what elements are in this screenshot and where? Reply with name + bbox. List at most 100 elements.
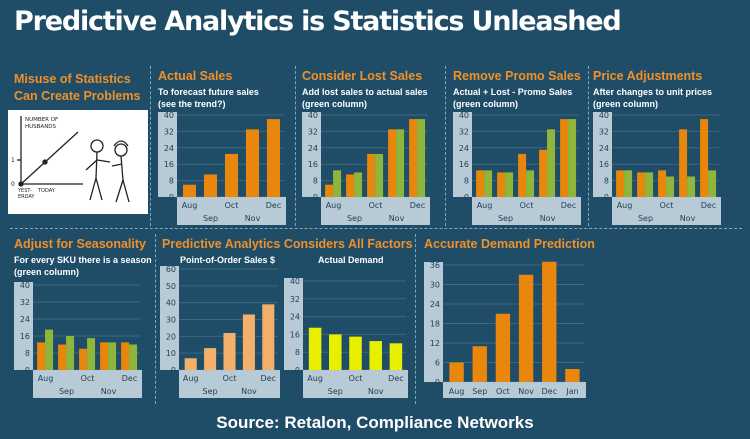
y-tick-label: 0 <box>313 193 318 202</box>
lost-sales-chart: 0 8 16 24 32 40 Aug Oct Dec Sep Nov <box>302 111 430 225</box>
x-tick-label: Jan <box>565 387 578 396</box>
y-tick-label: 32 <box>290 295 300 304</box>
bar <box>325 184 334 197</box>
bar <box>308 327 322 370</box>
y-tick-label: 8 <box>604 177 609 186</box>
x-tick-label: Oct <box>520 201 534 210</box>
x-tick-label: Dec <box>388 374 403 383</box>
actual-sales-title: Actual Sales <box>158 69 233 83</box>
bar <box>645 172 654 197</box>
bar <box>129 344 138 370</box>
bar <box>37 342 46 370</box>
y-tick-label: 40 <box>166 299 176 308</box>
actual-demand-label: Actual Demand <box>318 255 384 265</box>
y-tick-label: 32 <box>599 127 609 136</box>
y-tick-label: 50 <box>166 282 176 291</box>
bar <box>349 336 362 370</box>
y-tick-label: 32 <box>164 127 174 136</box>
price-sub2: (green column) <box>593 99 659 109</box>
bar <box>658 170 667 197</box>
column-divider <box>150 66 151 226</box>
y-tick-label: 0 <box>464 193 469 202</box>
comic-axis-label-2: HUSBANDS <box>25 124 57 130</box>
x-tick-label: Dec <box>122 374 137 383</box>
bar <box>565 369 580 382</box>
comic-tick-1: 1 <box>11 157 15 164</box>
x-tick-label: Sep <box>472 387 487 396</box>
x-axis-band <box>321 197 430 225</box>
y-tick-label: 16 <box>308 160 318 169</box>
y-tick-label: 10 <box>166 349 176 358</box>
lost-sales-sub1: Add lost sales to actual sales <box>302 87 428 97</box>
x-tick-label: Sep <box>203 214 218 223</box>
lost-sales-sub2: (green column) <box>302 99 368 109</box>
y-tick-label: 32 <box>459 127 469 136</box>
bar <box>375 153 384 197</box>
price-chart: 0 8 16 24 32 40 Aug Oct Dec Sep Nov <box>593 111 721 225</box>
x-tick-label: Nov <box>389 214 405 223</box>
actual-sales-sub2: (see the trend?) <box>158 99 226 109</box>
y-tick-label: 16 <box>459 160 469 169</box>
y-tick-label: 8 <box>464 177 469 186</box>
bar <box>518 274 534 382</box>
bar <box>223 332 236 370</box>
x-tick-label: Sep <box>328 387 343 396</box>
x-tick-label: Oct <box>223 374 237 383</box>
y-tick-label: 6 <box>435 359 440 368</box>
y-tick-label: 40 <box>20 281 30 290</box>
actual-demand-chart: 0 8 16 24 32 40 Aug Oct Dec Sep Nov <box>284 277 408 398</box>
x-tick-label: Oct <box>660 201 674 210</box>
x-tick-label: Dec <box>542 387 557 396</box>
x-tick-label: Nov <box>241 387 257 396</box>
y-tick-label: 24 <box>164 144 174 153</box>
y-tick-label: 24 <box>290 313 300 322</box>
x-axis-band <box>612 197 721 225</box>
y-axis-band <box>160 266 179 370</box>
comic-tick-0: 0 <box>11 181 15 188</box>
y-axis-band <box>453 112 472 197</box>
x-tick-label: Sep <box>498 214 513 223</box>
bar <box>449 362 464 382</box>
bar <box>539 149 548 197</box>
column-divider <box>588 66 589 226</box>
y-tick-label: 40 <box>459 111 469 120</box>
x-tick-label: Dec <box>410 201 425 210</box>
x-tick-label: Nov <box>680 214 696 223</box>
y-tick-label: 36 <box>430 261 440 270</box>
bar <box>396 129 405 197</box>
y-tick-label: 30 <box>430 281 440 290</box>
comic-drawing: NUMBER OF HUSBANDS 1 0 YEST- ERDAY TODAY <box>11 116 130 203</box>
bar <box>389 343 403 370</box>
bar <box>224 153 239 197</box>
x-axis-band <box>443 382 586 398</box>
promo-sub2: (green column) <box>453 99 519 109</box>
bar <box>495 313 511 382</box>
x-axis-band <box>303 370 408 398</box>
price-sub1: After changes to unit prices <box>593 87 713 97</box>
bar <box>616 170 625 197</box>
x-tick-label: Oct <box>349 374 363 383</box>
y-axis-band <box>593 112 612 197</box>
column-divider <box>445 66 446 226</box>
seasonality-sub1: For every SKU there is a season <box>14 255 152 265</box>
misuse-title-line2: Can Create Problems <box>14 89 141 103</box>
comic-x-label-2: TODAY <box>37 188 56 194</box>
stick-figure-head <box>90 139 104 153</box>
y-tick-label: 0 <box>604 193 609 202</box>
bar <box>476 170 485 197</box>
x-tick-label: Aug <box>617 201 633 210</box>
misuse-title-line1: Misuse of Statistics <box>14 72 131 86</box>
bar <box>547 129 556 197</box>
x-tick-label: Dec <box>261 374 276 383</box>
x-tick-label: Aug <box>307 374 323 383</box>
y-tick-label: 40 <box>599 111 609 120</box>
y-tick-label: 24 <box>430 300 440 309</box>
x-tick-label: Aug <box>182 201 198 210</box>
x-axis-band <box>177 197 286 225</box>
bar <box>79 348 88 370</box>
pos-sales-label: Point-of-Order Sales $ <box>180 255 276 265</box>
comic-x-label-1a: YEST- <box>17 188 32 194</box>
y-tick-label: 0 <box>435 378 440 387</box>
x-tick-label: Nov <box>518 387 534 396</box>
bar <box>560 119 569 197</box>
